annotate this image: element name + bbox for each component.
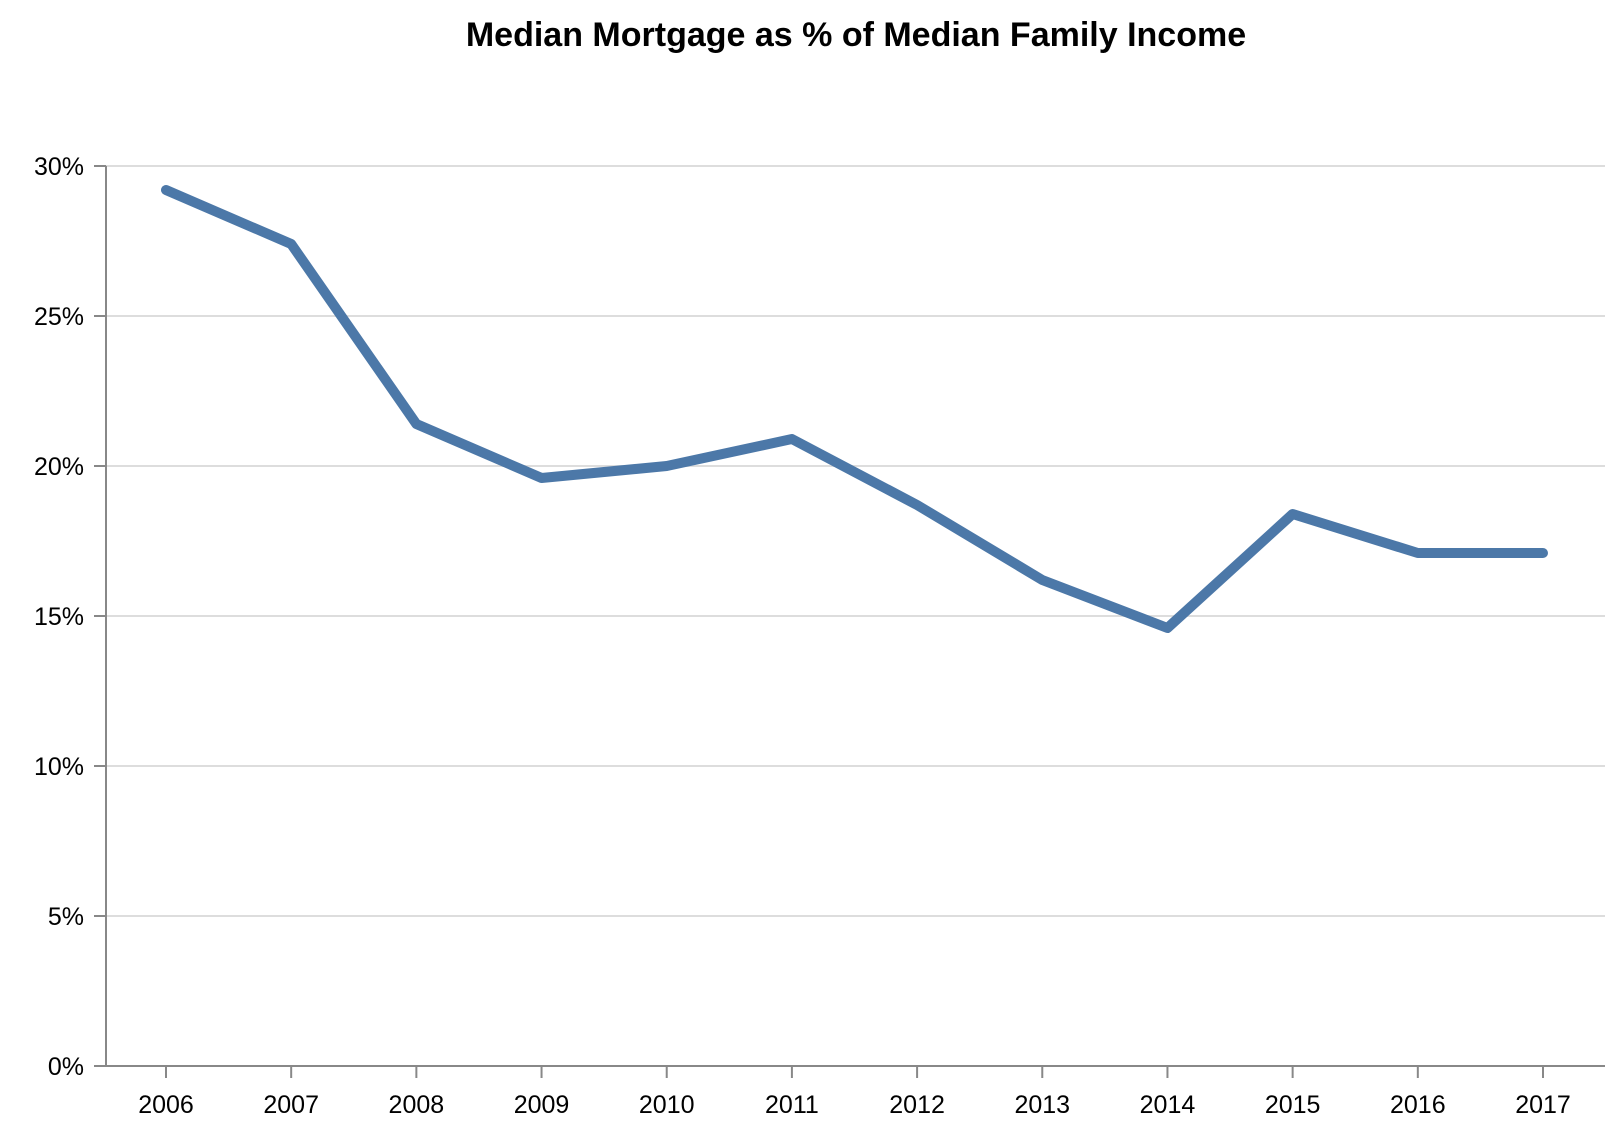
x-tick-label-2016: 2016: [1390, 1091, 1446, 1119]
y-tick-label-2: 10%: [34, 753, 84, 781]
x-tick-label-2007: 2007: [263, 1091, 319, 1119]
x-tick-label-2014: 2014: [1140, 1091, 1196, 1119]
x-tick-label-2011: 2011: [765, 1091, 819, 1119]
series-line-0: [161, 185, 1548, 633]
x-tick-label-2009: 2009: [514, 1091, 570, 1119]
x-tick-label-2006: 2006: [138, 1091, 194, 1119]
y-tick-label-0: 0%: [48, 1053, 84, 1081]
x-axis: 2006 2007 2008 2009 2010 2011 2012 2013 2014 2015…: [106, 1065, 1605, 1119]
gridlines: [106, 165, 1605, 917]
x-tick-label-2008: 2008: [389, 1091, 445, 1119]
chart-title: Median Mortgage as % of Median Family In…: [466, 16, 1246, 54]
y-tick-label-4: 20%: [34, 453, 84, 481]
y-axis: 0% 5% 10% 15% 20% 25% 30%: [34, 153, 107, 1081]
x-tick-label-2013: 2013: [1014, 1091, 1070, 1119]
x-tick-label-2015: 2015: [1265, 1091, 1321, 1119]
y-tick-label-1: 5%: [48, 903, 84, 931]
series-layer: [161, 185, 1548, 633]
y-tick-label-3: 15%: [34, 603, 84, 631]
x-tick-label-2017: 2017: [1515, 1091, 1571, 1119]
y-tick-label-6: 30%: [34, 153, 84, 181]
y-tick-label-5: 25%: [34, 303, 84, 331]
x-tick-label-2012: 2012: [889, 1091, 945, 1119]
x-tick-label-2010: 2010: [639, 1091, 695, 1119]
